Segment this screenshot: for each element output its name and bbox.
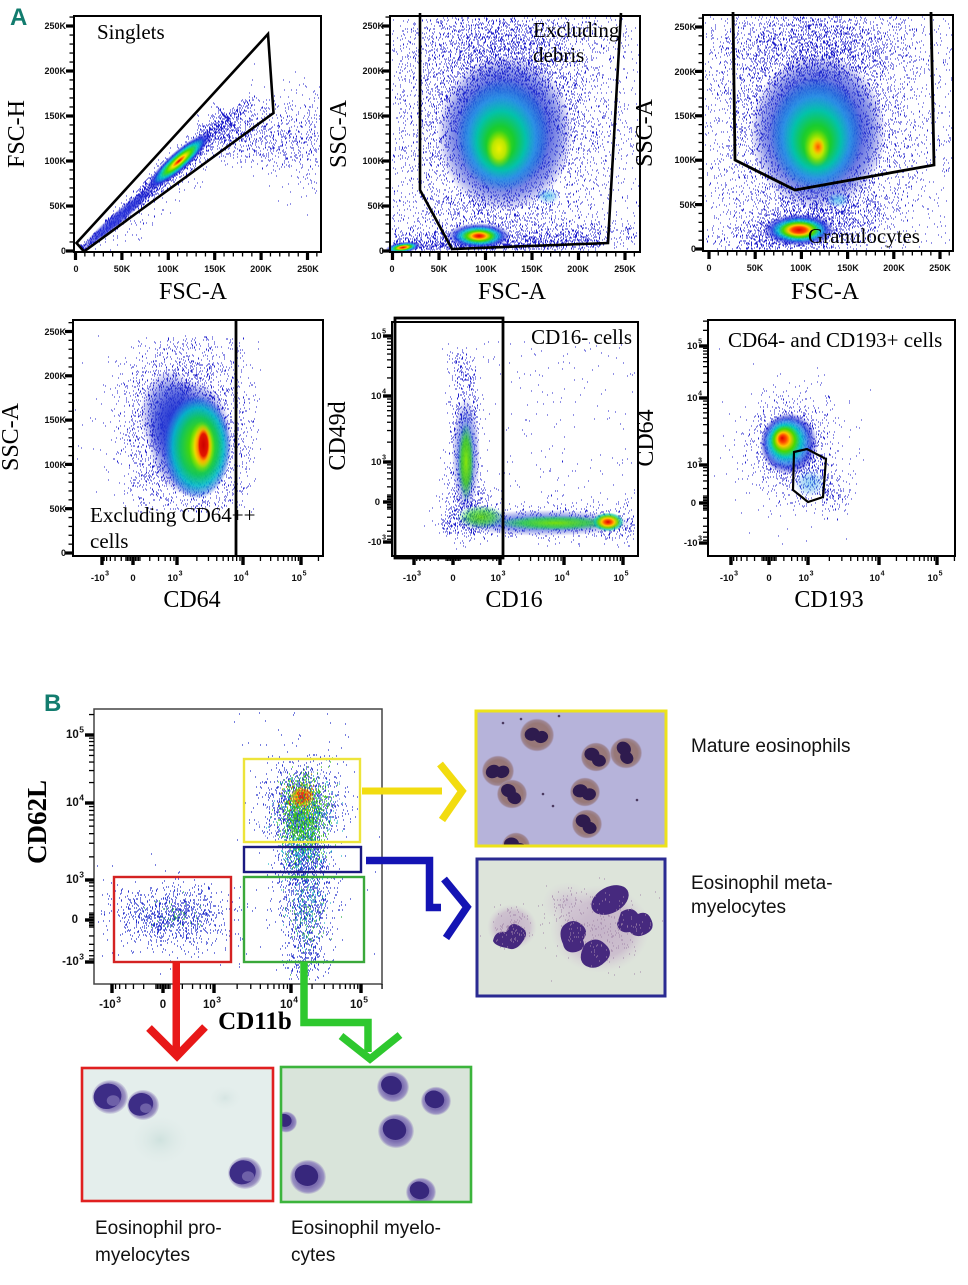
svg-text:200K: 200K xyxy=(883,263,905,273)
svg-text:CD64: CD64 xyxy=(163,587,220,613)
svg-text:-103: -103 xyxy=(99,995,121,1012)
svg-text:100K: 100K xyxy=(475,264,497,274)
svg-text:SSC-A: SSC-A xyxy=(326,99,352,168)
svg-text:cells: cells xyxy=(90,529,128,553)
svg-text:FSC-A: FSC-A xyxy=(791,279,860,305)
svg-text:CD49d: CD49d xyxy=(325,401,351,470)
svg-text:CD16- cells: CD16- cells xyxy=(531,325,632,349)
svg-text:SSC-A: SSC-A xyxy=(0,402,24,471)
svg-text:150K: 150K xyxy=(521,264,543,274)
svg-text:100K: 100K xyxy=(44,460,66,470)
svg-text:CD193: CD193 xyxy=(794,587,863,613)
svg-text:-103: -103 xyxy=(684,536,702,550)
svg-text:50K: 50K xyxy=(367,201,384,211)
svg-text:250K: 250K xyxy=(297,264,319,274)
svg-text:-103: -103 xyxy=(720,571,738,585)
svg-text:CD64: CD64 xyxy=(633,409,659,466)
svg-text:cytes: cytes xyxy=(291,1245,335,1266)
svg-text:Eosinophil pro-: Eosinophil pro- xyxy=(95,1218,222,1239)
svg-text:-103: -103 xyxy=(403,571,421,585)
svg-text:0: 0 xyxy=(379,246,384,256)
svg-text:150K: 150K xyxy=(362,111,384,121)
svg-text:Excluding CD64++: Excluding CD64++ xyxy=(90,503,255,527)
svg-text:0: 0 xyxy=(706,263,711,273)
svg-text:0: 0 xyxy=(73,264,78,274)
svg-text:250K: 250K xyxy=(44,327,66,337)
svg-text:200K: 200K xyxy=(674,67,696,77)
svg-text:50K: 50K xyxy=(747,263,764,273)
svg-text:0: 0 xyxy=(375,497,380,508)
svg-text:-103: -103 xyxy=(62,952,84,969)
svg-text:CD64- and CD193+ cells: CD64- and CD193+ cells xyxy=(728,328,942,352)
svg-text:0: 0 xyxy=(691,498,696,509)
svg-text:0: 0 xyxy=(766,573,771,584)
svg-text:150K: 150K xyxy=(674,111,696,121)
svg-text:0: 0 xyxy=(160,999,166,1011)
svg-text:250K: 250K xyxy=(614,264,636,274)
svg-text:Eosinophil myelo-: Eosinophil myelo- xyxy=(291,1218,441,1239)
svg-text:100K: 100K xyxy=(157,264,179,274)
svg-text:200K: 200K xyxy=(44,371,66,381)
svg-text:CD62L: CD62L xyxy=(22,780,52,864)
svg-text:-103: -103 xyxy=(368,535,386,549)
svg-text:-103: -103 xyxy=(91,571,109,585)
svg-text:0: 0 xyxy=(61,548,66,558)
svg-text:CD11b: CD11b xyxy=(218,1008,292,1035)
svg-text:100K: 100K xyxy=(362,156,384,166)
svg-text:B: B xyxy=(44,690,61,717)
svg-text:0: 0 xyxy=(61,246,66,256)
svg-text:200K: 200K xyxy=(567,264,589,274)
svg-text:debris: debris xyxy=(533,43,584,67)
svg-text:FSC-H: FSC-H xyxy=(4,100,30,168)
svg-text:200K: 200K xyxy=(44,66,66,76)
svg-text:150K: 150K xyxy=(44,415,66,425)
svg-text:100K: 100K xyxy=(790,263,812,273)
svg-text:150K: 150K xyxy=(204,264,226,274)
svg-text:250K: 250K xyxy=(929,263,951,273)
svg-text:0: 0 xyxy=(450,573,455,584)
svg-text:FSC-A: FSC-A xyxy=(159,279,228,305)
svg-text:50K: 50K xyxy=(431,264,448,274)
svg-text:Excluding: Excluding xyxy=(533,18,620,42)
svg-text:50K: 50K xyxy=(114,264,131,274)
svg-text:Eosinophil meta-: Eosinophil meta- xyxy=(691,873,833,894)
svg-text:A: A xyxy=(10,4,27,31)
svg-text:0: 0 xyxy=(130,573,135,584)
svg-text:250K: 250K xyxy=(362,21,384,31)
svg-text:SSC-A: SSC-A xyxy=(632,98,658,167)
svg-text:150K: 150K xyxy=(837,263,859,273)
svg-text:0: 0 xyxy=(72,914,78,926)
svg-text:Singlets: Singlets xyxy=(97,20,165,44)
svg-text:Mature eosinophils: Mature eosinophils xyxy=(691,736,850,757)
svg-text:100K: 100K xyxy=(44,156,66,166)
svg-text:0: 0 xyxy=(389,264,394,274)
svg-text:myelocytes: myelocytes xyxy=(691,897,786,918)
svg-text:CD16: CD16 xyxy=(485,587,542,613)
svg-text:250K: 250K xyxy=(674,22,696,32)
svg-text:200K: 200K xyxy=(362,66,384,76)
svg-text:0: 0 xyxy=(691,244,696,254)
svg-text:200K: 200K xyxy=(250,264,272,274)
svg-text:50K: 50K xyxy=(49,201,66,211)
svg-text:150K: 150K xyxy=(44,111,66,121)
svg-text:100K: 100K xyxy=(674,155,696,165)
svg-text:50K: 50K xyxy=(49,504,66,514)
svg-text:50K: 50K xyxy=(679,200,696,210)
svg-text:FSC-A: FSC-A xyxy=(478,279,547,305)
svg-text:Granulocytes: Granulocytes xyxy=(808,224,920,248)
svg-text:250K: 250K xyxy=(44,21,66,31)
svg-text:myelocytes: myelocytes xyxy=(95,1245,190,1266)
